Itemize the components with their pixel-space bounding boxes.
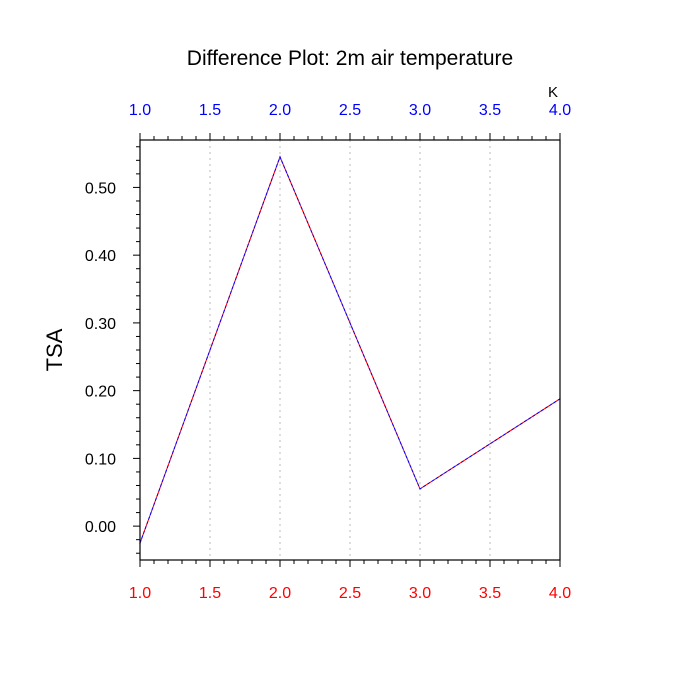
- x-tick-label-bottom: 3.5: [479, 585, 501, 602]
- x-tick-label-bottom: 4.0: [549, 585, 571, 602]
- x-tick-label-bottom: 2.0: [269, 585, 291, 602]
- y-tick-label: 0.30: [85, 316, 116, 333]
- y-tick-label: 0.40: [85, 248, 116, 265]
- x-tick-label-top: 1.0: [129, 102, 151, 119]
- x-tick-label-bottom: 1.0: [129, 585, 151, 602]
- y-tick-label: 0.00: [85, 519, 116, 536]
- series-line: [139, 155, 561, 544]
- y-axis-label: TSA: [42, 328, 67, 371]
- y-tick-label: 0.50: [85, 180, 116, 197]
- data-point: [419, 488, 421, 490]
- x-tick-label-top: 2.0: [269, 102, 291, 119]
- x-tick-label-bottom: 3.0: [409, 585, 431, 602]
- x-tick-label-top: 3.0: [409, 102, 431, 119]
- chart-title: Difference Plot: 2m air temperature: [187, 47, 513, 70]
- units-label: K: [548, 84, 558, 101]
- data-point: [279, 156, 281, 158]
- x-tick-label-bottom: 2.5: [339, 585, 361, 602]
- x-tick-label-top: 3.5: [479, 102, 501, 119]
- x-tick-label-top: 4.0: [549, 102, 571, 119]
- x-tick-label-bottom: 1.5: [199, 585, 221, 602]
- axes: [133, 133, 561, 567]
- tick-labels: 1.0 1.0 1.5 1.5 2.0 2.0 2.5 2.5 3.0 3.0 3.5 3.5 4.0 4…: [85, 102, 571, 602]
- x-tick-label-top: 2.5: [339, 102, 361, 119]
- x-tick-label-top: 1.5: [199, 102, 221, 119]
- y-tick-label: 0.20: [85, 384, 116, 401]
- y-tick-label: 0.10: [85, 451, 116, 468]
- grid: [209, 140, 491, 560]
